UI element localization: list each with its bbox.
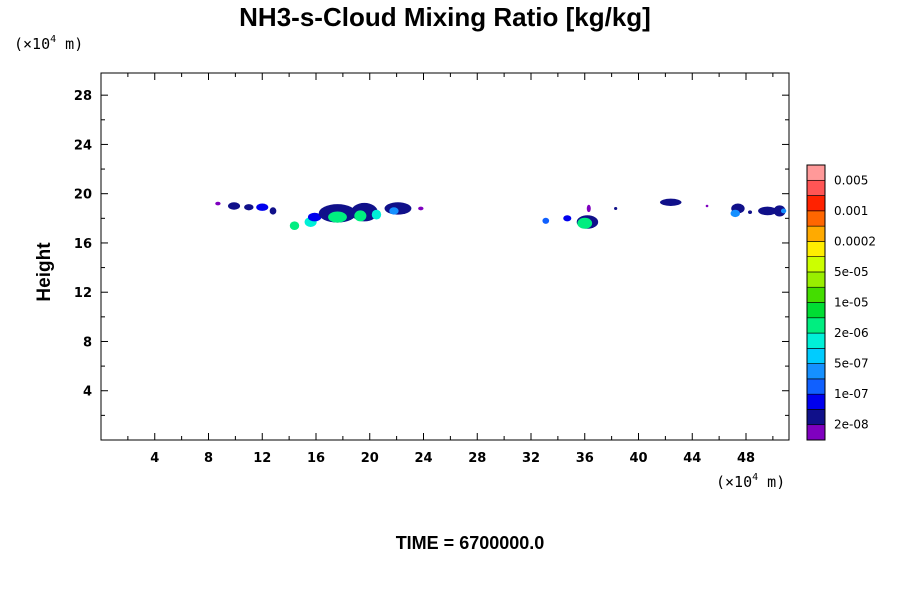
cloud-patch-7 xyxy=(307,212,322,222)
cloud-patch-5 xyxy=(289,221,300,231)
x-tick-label: 20 xyxy=(361,451,379,466)
x-ticks: 4 8 12 16 20 24 28 32 36 40 44 48 xyxy=(127,73,774,466)
cloud-patch-14 xyxy=(389,207,399,215)
colorbar-swatch xyxy=(806,348,826,364)
x-tick-label: 36 xyxy=(576,451,594,466)
cloud-patch-20 xyxy=(586,204,591,213)
y-ticks: 4 8 12 16 20 24 28 xyxy=(74,89,789,416)
x-tick-label: 4 xyxy=(150,451,159,466)
colorbar-label: 5e-05 xyxy=(834,265,869,279)
colorbar-swatch xyxy=(806,317,826,334)
y-tick-label: 12 xyxy=(74,286,92,301)
colorbar-swatch xyxy=(806,195,826,212)
cloud-patch-26 xyxy=(748,210,753,215)
cloud-patch-15 xyxy=(418,206,424,211)
colorbar: 2e-08 1e-07 5e-07 2e-06 1e-05 5e-05 0.0002 0.00… xyxy=(806,164,876,441)
colorbar-swatch xyxy=(806,302,826,319)
colorbar-swatch xyxy=(806,256,826,273)
colorbar-swatch xyxy=(806,210,826,227)
colorbar-swatch xyxy=(806,378,826,395)
cloud-patch-21 xyxy=(614,206,618,210)
colorbar-swatch xyxy=(806,271,826,288)
cloud-patch-9 xyxy=(328,211,347,223)
x-tick-label: 12 xyxy=(253,451,271,466)
colorbar-swatch xyxy=(806,332,826,349)
colorbar-label: 1e-07 xyxy=(834,387,869,401)
colorbar-swatch xyxy=(806,241,826,257)
x-tick-label: 44 xyxy=(683,451,701,466)
colorbar-swatch xyxy=(806,179,826,196)
colorbar-label: 5e-07 xyxy=(834,357,869,371)
colorbar-label: 0.001 xyxy=(834,204,868,218)
cloud-patch-17 xyxy=(563,215,572,222)
cloud-patches xyxy=(215,198,787,231)
y-tick-label: 28 xyxy=(74,89,92,104)
y-tick-label: 4 xyxy=(83,385,92,400)
cloud-patch-2 xyxy=(244,204,254,211)
y-tick-label: 24 xyxy=(74,138,92,153)
colorbar-label: 0.005 xyxy=(834,173,868,187)
y-unit-label: (×104 m) xyxy=(14,34,83,53)
cloud-patch-25 xyxy=(730,209,740,218)
y-tick-label: 20 xyxy=(74,188,92,203)
cloud-patch-3 xyxy=(256,203,269,211)
cloud-patch-29 xyxy=(780,208,787,214)
cloud-patch-11 xyxy=(354,210,367,222)
cloud-patch-12 xyxy=(371,209,382,220)
colorbar-swatch xyxy=(806,286,826,303)
colorbar-swatch xyxy=(806,409,826,426)
colorbar-label: 0.0002 xyxy=(834,234,876,248)
y-axis-label: Height xyxy=(34,242,55,302)
time-label: TIME = 6700000.0 xyxy=(396,533,545,553)
cloud-patch-27 xyxy=(758,206,777,216)
cloud-patch-16 xyxy=(542,217,550,224)
colorbar-label: 2e-08 xyxy=(834,418,869,432)
x-tick-label: 28 xyxy=(468,451,486,466)
x-tick-label: 40 xyxy=(629,451,647,466)
colorbar-swatch xyxy=(806,424,826,441)
colorbar-swatch xyxy=(806,225,826,242)
x-unit-label: (×104 m) xyxy=(716,472,785,491)
cloud-patch-1 xyxy=(227,202,241,210)
colorbar-swatch xyxy=(806,363,826,380)
colorbar-label: 1e-05 xyxy=(834,296,869,310)
colorbar-swatch xyxy=(806,393,826,410)
x-tick-label: 24 xyxy=(414,451,432,466)
cloud-patch-28 xyxy=(773,205,786,217)
x-tick-label: 16 xyxy=(307,451,325,466)
colorbar-label: 2e-06 xyxy=(834,326,869,340)
cloud-patch-23 xyxy=(705,204,709,208)
cloud-patch-19 xyxy=(577,217,593,229)
cloud-patch-4 xyxy=(269,207,277,215)
x-tick-label: 8 xyxy=(204,451,213,466)
cloud-patch-0 xyxy=(215,201,221,206)
plot-frame xyxy=(100,72,790,441)
colorbar-frame xyxy=(806,164,826,441)
y-tick-label: 16 xyxy=(74,237,92,252)
y-tick-label: 8 xyxy=(83,335,92,350)
x-tick-label: 48 xyxy=(737,451,755,466)
chart-title: NH3-s-Cloud Mixing Ratio [kg/kg] xyxy=(239,2,651,32)
colorbar-swatch xyxy=(806,164,826,181)
x-tick-label: 32 xyxy=(522,451,540,466)
cloud-patch-22 xyxy=(660,198,682,207)
